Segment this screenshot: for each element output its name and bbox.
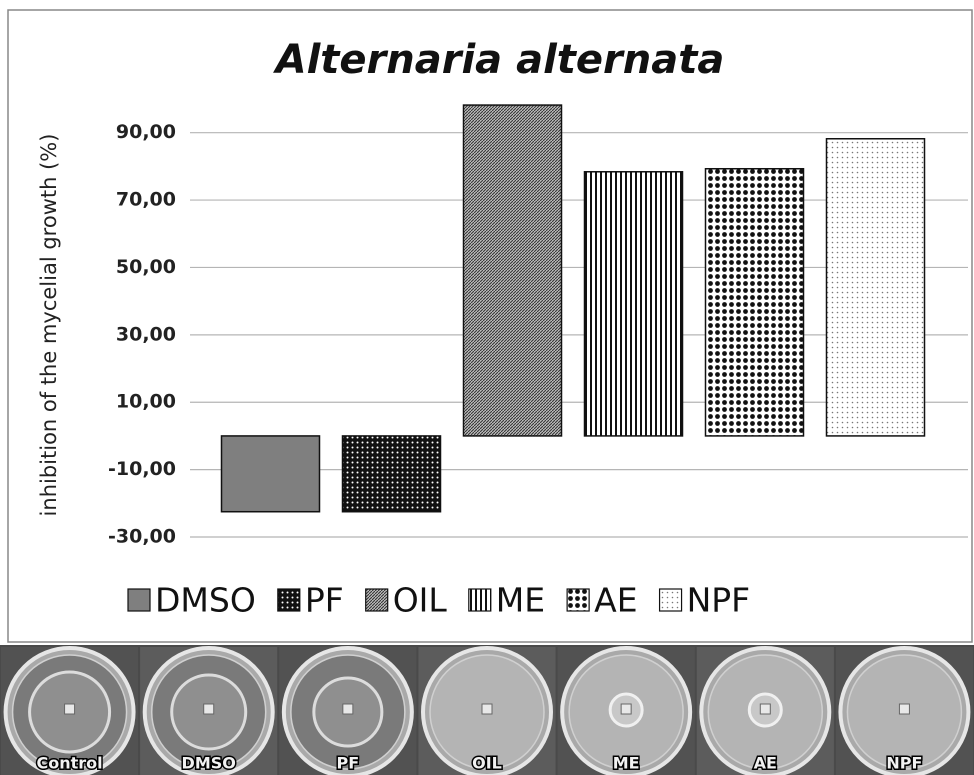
bar: [585, 172, 683, 436]
bar: [706, 169, 804, 436]
plug: [482, 704, 492, 714]
chart-title: Alternaria alternata: [273, 37, 725, 83]
legend-label: OIL: [393, 581, 448, 620]
y-tick-label: -30,00: [108, 526, 176, 548]
legend-swatch: [366, 589, 388, 611]
plug: [343, 704, 353, 714]
legend-label: PF: [305, 581, 344, 620]
y-axis-label: inhibition of the mycelial growth (%): [37, 134, 61, 517]
photos: Control DMSO PF OIL ME AE NPF: [1, 647, 973, 775]
bar: [343, 436, 441, 512]
photo-label: OIL: [472, 754, 502, 773]
y-tick-label: 50,00: [116, 256, 176, 278]
photo-label: DMSO: [182, 754, 236, 773]
legend-swatch: [278, 589, 300, 611]
legend-label: NPF: [687, 581, 751, 620]
photo-label: PF: [337, 754, 360, 773]
plug: [204, 704, 214, 714]
legend-swatch: [660, 589, 682, 611]
y-tick-label: 30,00: [116, 323, 176, 345]
y-tick-label: 90,00: [116, 121, 176, 143]
photo-label: ME: [613, 754, 640, 773]
photo-label: Control: [37, 754, 103, 773]
legend-label: DMSO: [155, 581, 256, 620]
photo-label: AE: [754, 754, 777, 773]
bar: [464, 105, 562, 436]
y-tick-label: -10,00: [108, 458, 176, 480]
legend-swatch: [567, 589, 589, 611]
bar: [827, 139, 925, 436]
legend-label: ME: [496, 581, 545, 620]
legend-label: AE: [594, 581, 637, 620]
plug: [899, 704, 909, 714]
y-tick-label: 70,00: [116, 189, 176, 211]
plug: [621, 704, 631, 714]
bar: [222, 436, 320, 512]
legend-swatch: [469, 589, 491, 611]
legend-swatch: [128, 589, 150, 611]
figure: Alternaria alternata inhibition of the m…: [0, 0, 974, 775]
y-tick-label: 10,00: [116, 391, 176, 413]
plug: [65, 704, 75, 714]
plug: [760, 704, 770, 714]
photo-label: NPF: [886, 754, 922, 773]
